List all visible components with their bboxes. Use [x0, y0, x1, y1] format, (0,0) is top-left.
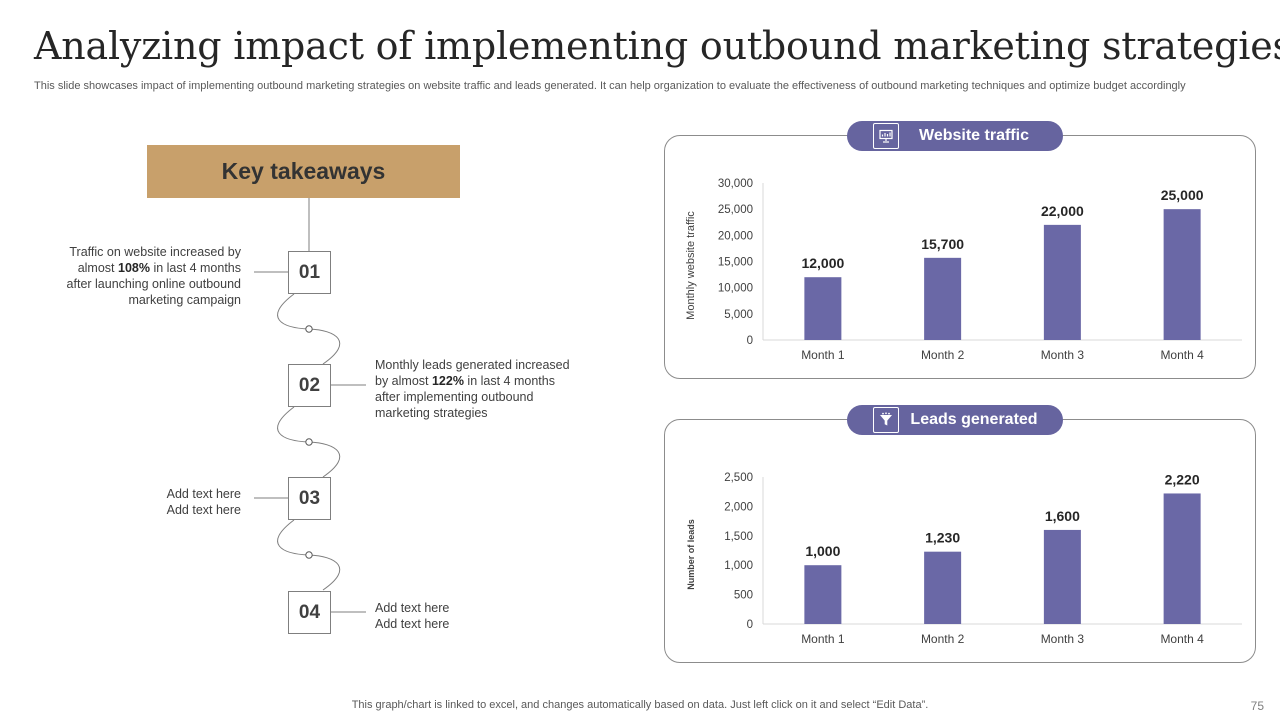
website-traffic-title: Website traffic — [919, 127, 1029, 144]
website-traffic-pill: Website traffic — [847, 121, 1063, 151]
leads-xtick-label: Month 4 — [1160, 632, 1204, 646]
leads-bar-value-label: 1,000 — [805, 543, 840, 559]
step-04-note: Add text here Add text here — [375, 601, 450, 631]
traffic-ytick-label: 30,000 — [718, 178, 753, 190]
leads-y-axis-label: Number of leads — [686, 519, 696, 590]
traffic-ytick-label: 20,000 — [718, 230, 753, 242]
slide-title: Analyzing impact of implementing outboun… — [34, 24, 1280, 68]
leads-xtick-label: Month 3 — [1041, 632, 1085, 646]
leads-ytick-label: 1,000 — [724, 560, 753, 572]
traffic-ytick-label: 5,000 — [724, 309, 753, 321]
leads-generated-pill: Leads generated — [847, 405, 1063, 435]
traffic-ytick-label: 25,000 — [718, 204, 753, 216]
traffic-xtick-label: Month 3 — [1041, 348, 1085, 362]
leads-bar — [1163, 493, 1201, 624]
traffic-bar — [1163, 209, 1201, 340]
step-01-highlight: 108% — [118, 261, 150, 275]
leads-generated-title: Leads generated — [910, 411, 1038, 428]
traffic-xtick-label: Month 1 — [801, 348, 845, 362]
leads-bar — [924, 551, 962, 624]
traffic-ytick-label: 0 — [747, 335, 753, 347]
slide-subtitle: This slide showcases impact of implement… — [34, 80, 1186, 92]
leads-ytick-label: 2,500 — [724, 472, 753, 484]
traffic-bar-value-label: 15,700 — [921, 236, 964, 252]
leads-bar — [804, 565, 842, 624]
step-02-note: Monthly leads generated increased by alm… — [375, 358, 570, 420]
traffic-bar — [1043, 224, 1081, 340]
leads-bar — [1043, 529, 1081, 624]
leads-ytick-label: 1,500 — [724, 531, 753, 543]
traffic-ytick-label: 15,000 — [718, 257, 753, 269]
step-02-box: 02 — [288, 364, 331, 407]
leads-bar-value-label: 1,600 — [1045, 508, 1080, 524]
traffic-xtick-label: Month 4 — [1160, 348, 1204, 362]
leads-ytick-label: 500 — [734, 590, 753, 602]
footer-note: This graph/chart is linked to excel, and… — [351, 699, 929, 711]
key-takeaways-heading: Key takeaways — [147, 145, 460, 198]
traffic-bar-value-label: 12,000 — [801, 255, 844, 271]
funnel-icon — [873, 407, 899, 433]
step-03-box: 03 — [288, 477, 331, 520]
leads-xtick-label: Month 2 — [921, 632, 965, 646]
traffic-bar — [924, 257, 962, 340]
presentation-icon — [873, 123, 899, 149]
step-01-box: 01 — [288, 251, 331, 294]
traffic-ytick-label: 10,000 — [718, 283, 753, 295]
leads-ytick-label: 0 — [747, 619, 753, 631]
traffic-bar-value-label: 25,000 — [1161, 187, 1204, 203]
leads-ytick-label: 2,000 — [724, 501, 753, 513]
step-04-box: 04 — [288, 591, 331, 634]
step-01-note: Traffic on website increased by almost 1… — [66, 245, 241, 307]
step-03-note: Add text here Add text here — [166, 487, 241, 517]
traffic-bar — [804, 277, 842, 340]
leads-bar-value-label: 2,220 — [1165, 471, 1200, 487]
leads-xtick-label: Month 1 — [801, 632, 845, 646]
traffic-xtick-label: Month 2 — [921, 348, 965, 362]
traffic-y-axis-label: Monthly website traffic — [685, 211, 697, 320]
step-02-highlight: 122% — [431, 374, 464, 388]
leads-bar-value-label: 1,230 — [925, 530, 960, 546]
page-number: 75 — [1250, 699, 1264, 713]
traffic-bar-value-label: 22,000 — [1041, 203, 1084, 219]
